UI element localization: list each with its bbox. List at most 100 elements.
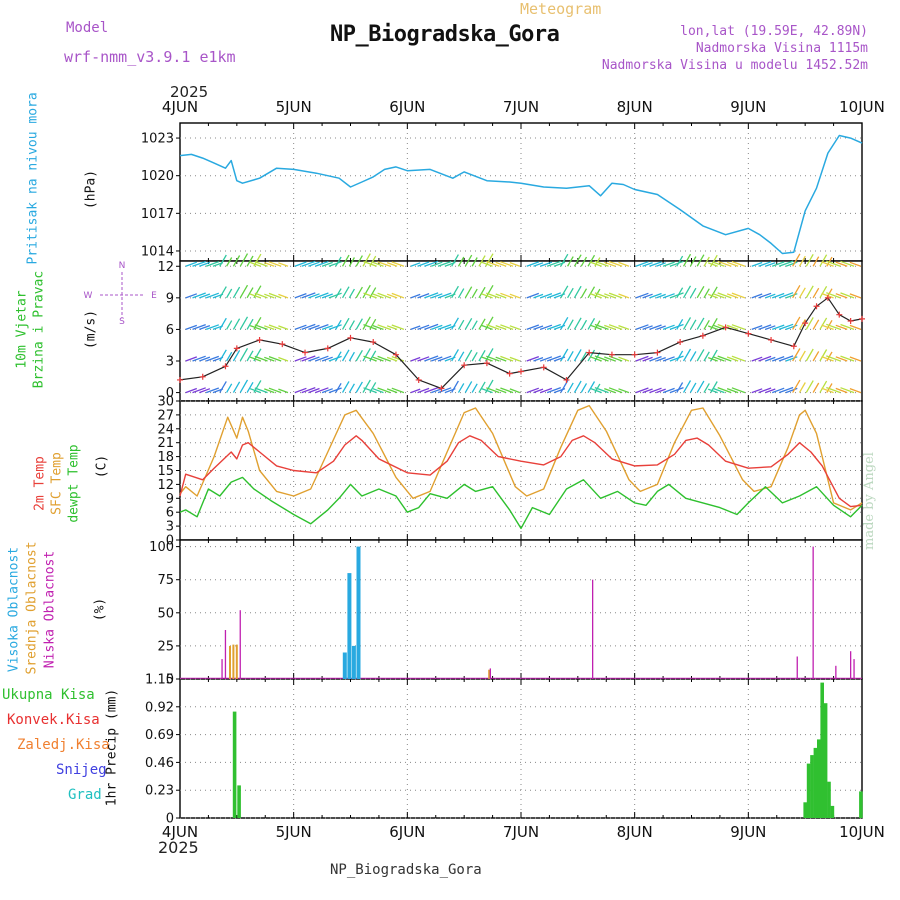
wind-barb — [451, 349, 459, 362]
wind-barb — [594, 386, 609, 394]
wind-barb — [682, 317, 692, 330]
wind-barb — [560, 348, 569, 362]
wind-barb — [424, 386, 439, 394]
wind-barb — [649, 324, 662, 331]
wind-barb — [656, 293, 666, 299]
precip-bar — [806, 763, 811, 818]
wind-barb — [580, 319, 588, 330]
wind-barb — [540, 261, 553, 267]
wind-barb — [424, 355, 439, 362]
wind-barb — [486, 260, 500, 267]
wind-gust-marker — [347, 334, 354, 341]
dewpt-temp-line — [179, 476, 863, 530]
cloud-bar — [235, 644, 238, 679]
wind-barb — [471, 288, 478, 299]
wind-barb — [249, 324, 261, 331]
temperature-ytick-label: 3 — [166, 520, 174, 535]
wind-barb — [386, 388, 398, 394]
wind-barbs — [185, 253, 862, 394]
panel-clouds — [176, 539, 863, 680]
wind-barb — [386, 293, 398, 299]
wind-barb — [417, 356, 430, 362]
wind-barb — [840, 292, 855, 299]
wind-barb — [792, 379, 801, 393]
wind-barb — [540, 292, 553, 299]
clouds-ytick-label: 100 — [149, 540, 174, 555]
wind-barb — [717, 260, 732, 267]
wind-barb — [682, 380, 692, 393]
wind-barb — [254, 292, 268, 299]
wind-barb — [199, 356, 211, 362]
wind-barb — [341, 254, 350, 267]
wind-barb — [778, 386, 794, 394]
wind-barb — [717, 386, 732, 394]
wind-barb — [819, 317, 828, 330]
wind-barb — [587, 254, 596, 267]
wind-barb — [662, 261, 675, 267]
wind-barb — [669, 323, 684, 331]
wind-barb — [589, 324, 602, 331]
wind-barb — [268, 261, 282, 267]
wind-barb — [765, 356, 776, 362]
wind-barb — [294, 324, 307, 331]
xtick-label-bottom: 9JUN — [730, 823, 766, 841]
wind-barb — [362, 348, 371, 362]
wind-ytick-label: 12 — [157, 260, 174, 275]
wind-barb — [604, 293, 616, 299]
wind-gust-marker — [847, 318, 854, 324]
wind-barb — [726, 324, 739, 331]
wind-gust-marker — [699, 332, 706, 339]
wind-barb — [589, 292, 602, 299]
wind-barb — [594, 260, 609, 267]
wind-barb — [391, 387, 405, 394]
elevation-label: Nadmorska Visina 1115m — [695, 41, 868, 56]
wind-barb — [689, 256, 697, 267]
wind-barb — [264, 356, 275, 362]
wind-barb — [669, 292, 684, 299]
wind-barb — [758, 261, 772, 267]
wind-barb — [642, 356, 653, 362]
wind-barb — [254, 324, 268, 331]
wind-barb — [362, 316, 371, 330]
xtick-label-top: 10JUN — [839, 98, 885, 116]
wind-barb — [192, 260, 206, 267]
wind-barb — [546, 323, 562, 331]
cloud-bar — [224, 630, 227, 679]
wind-gust-marker — [563, 376, 570, 383]
wind-barb — [321, 293, 333, 299]
wind-barb — [540, 387, 553, 394]
wind-barb — [540, 324, 553, 331]
wind-barb — [758, 324, 772, 331]
wind-barb — [676, 255, 684, 267]
wind-barb — [264, 325, 275, 331]
wind-barb — [835, 261, 848, 267]
wind-barb — [232, 286, 241, 299]
wind-barb — [546, 292, 562, 299]
compass-w: W — [84, 291, 93, 301]
wind-barb — [249, 388, 261, 394]
wind-barb — [278, 262, 289, 267]
wind-barb — [377, 261, 391, 267]
wind-barb — [676, 382, 684, 393]
wind-barb — [328, 292, 342, 299]
wind-barb — [587, 349, 596, 362]
wind-barb — [226, 288, 233, 299]
wind-barb — [821, 355, 834, 362]
wind-barb — [495, 261, 507, 267]
wind-barb — [219, 254, 227, 267]
wind-barb — [751, 356, 763, 362]
wind-barb — [758, 292, 772, 299]
wind-barb — [495, 324, 507, 331]
wind-barb — [580, 383, 588, 393]
wind-barb — [391, 261, 405, 267]
temperature-ytick-label: 27 — [157, 408, 174, 423]
wind-barb — [232, 318, 241, 330]
wind-barb — [731, 260, 746, 267]
wind-barb — [533, 293, 544, 299]
wind-barb — [335, 319, 342, 330]
wind-barb — [509, 388, 521, 394]
wind-barb — [509, 261, 521, 267]
wind-barb — [268, 292, 282, 299]
wind-barb — [589, 261, 602, 267]
wind-gust-marker — [279, 341, 286, 348]
